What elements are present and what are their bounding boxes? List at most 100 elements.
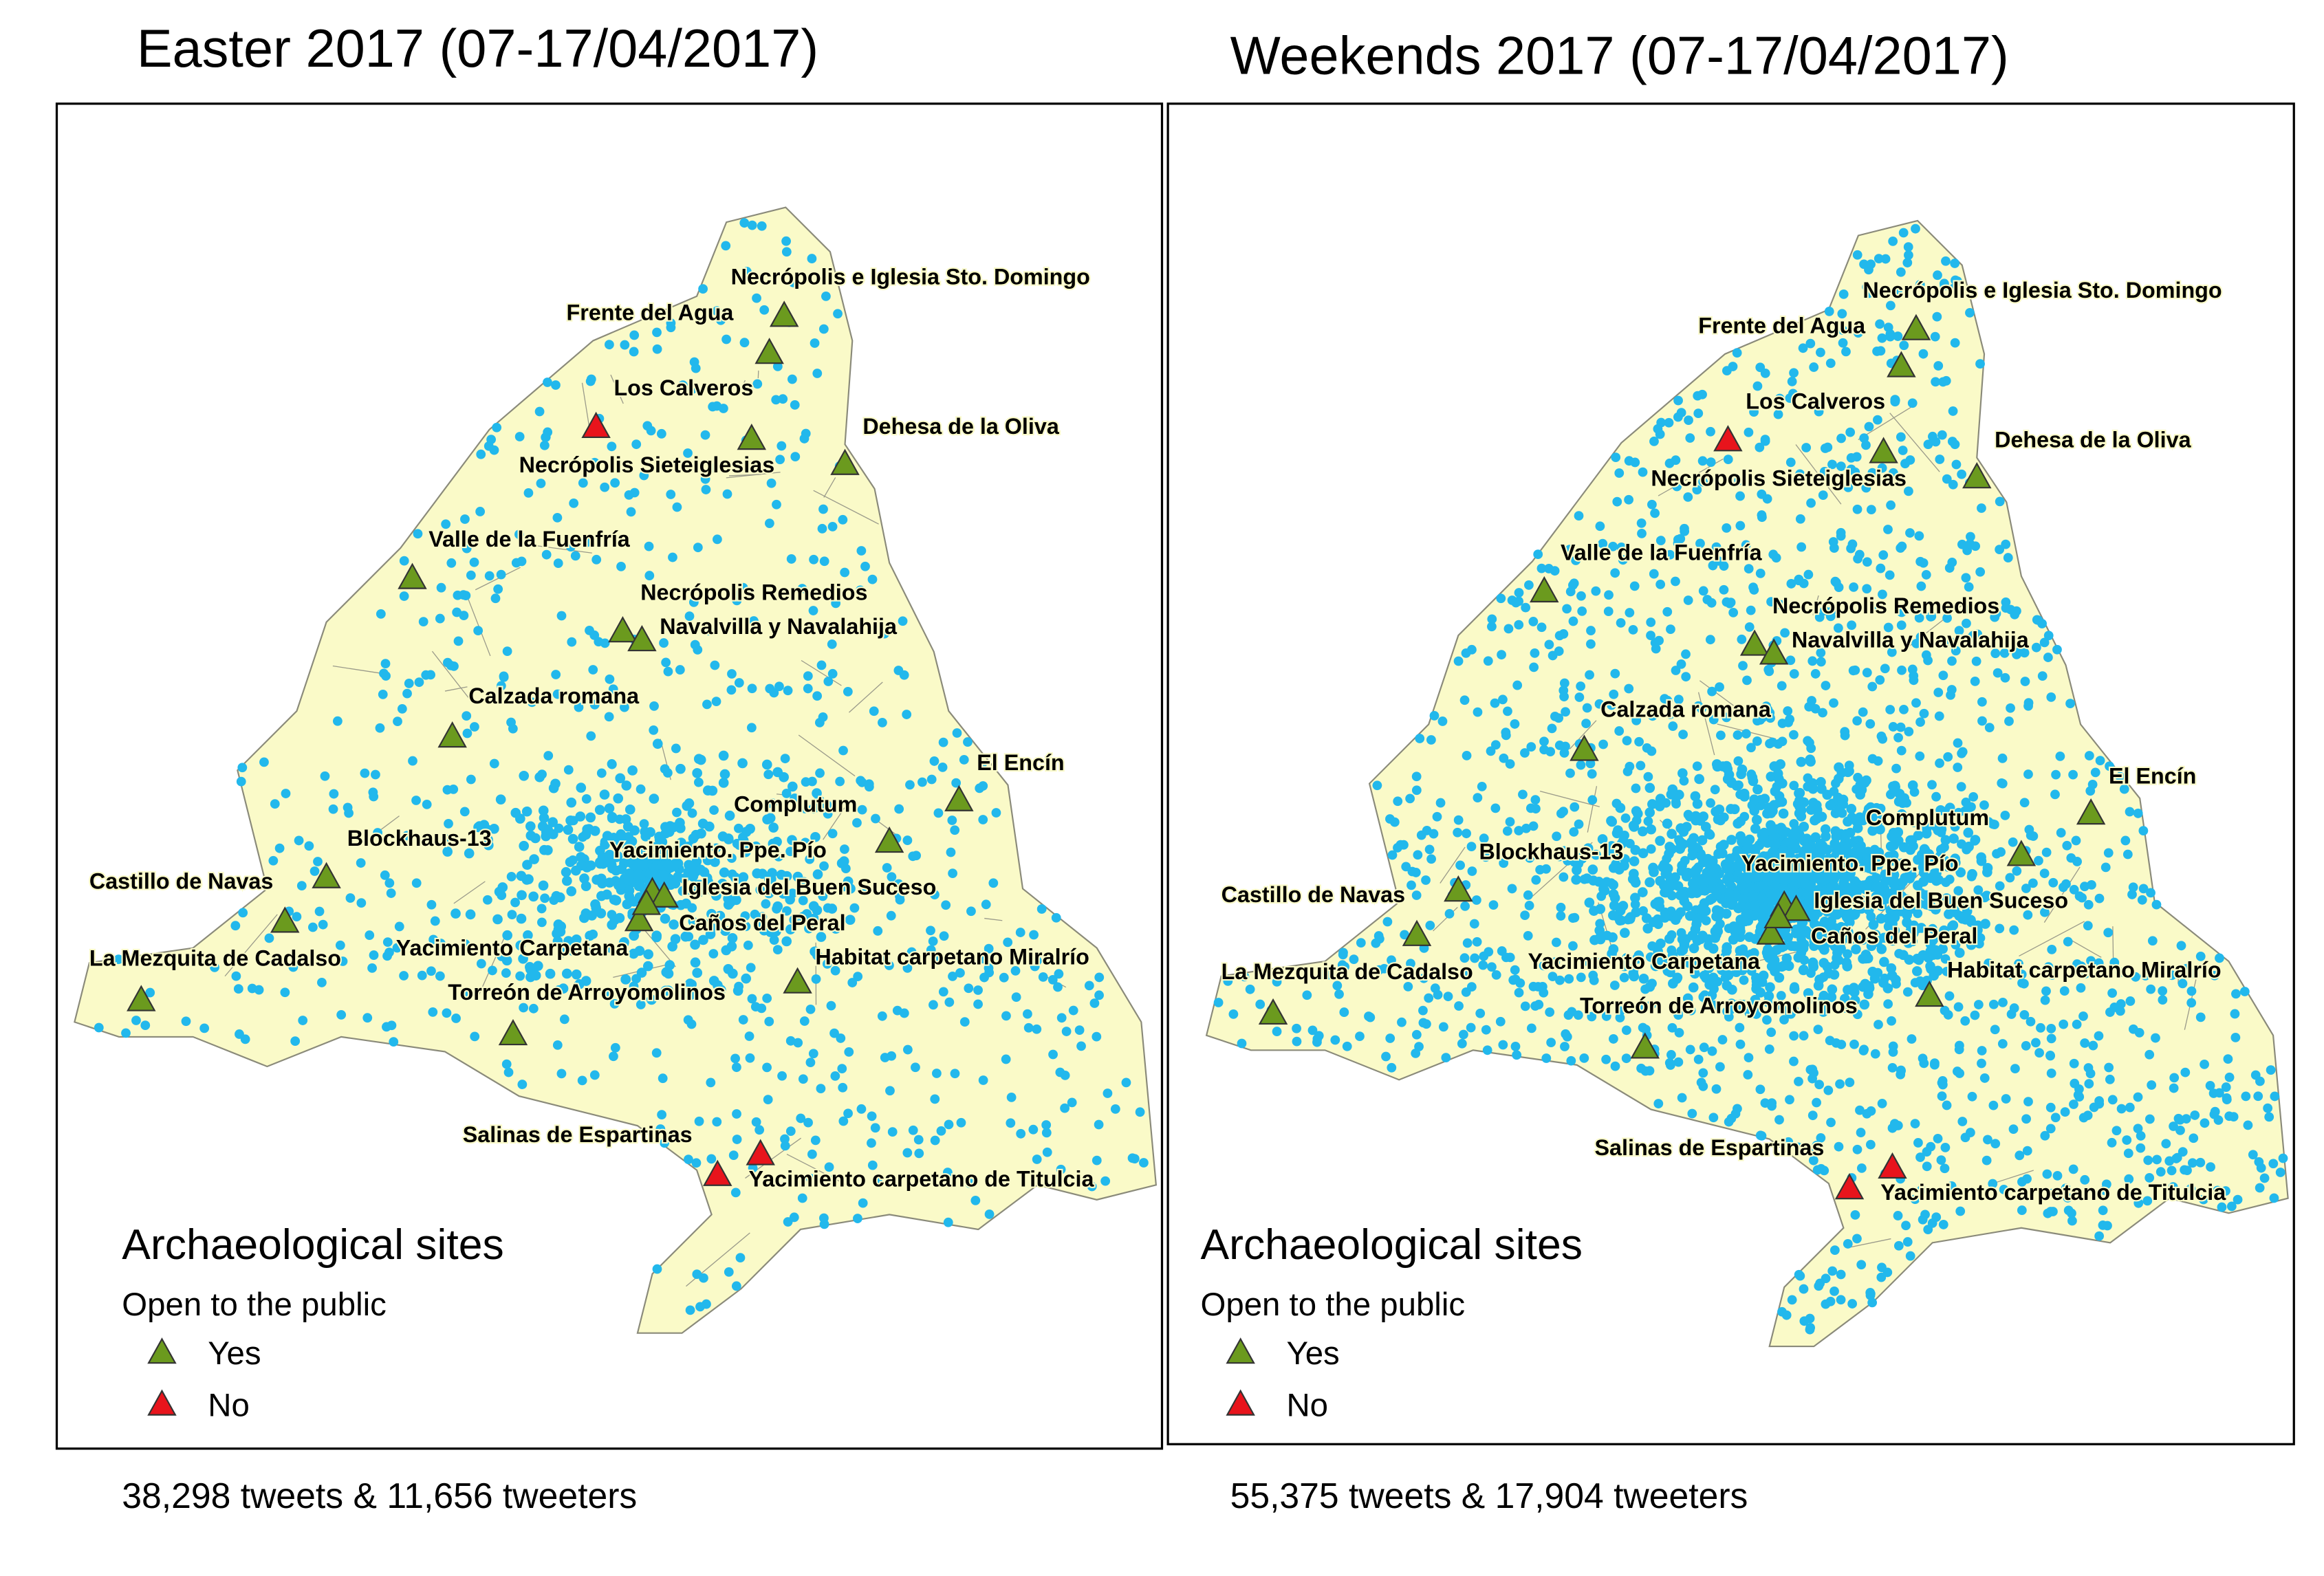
tweet-dot: [2205, 1081, 2215, 1091]
tweet-dot: [2161, 1139, 2171, 1149]
tweet-dot: [1655, 835, 1665, 846]
tweet-dot: [984, 963, 994, 973]
tweet-dot: [1854, 849, 1865, 860]
tweet-dot: [2133, 1124, 2143, 1134]
tweet-dot: [2037, 671, 2048, 681]
tweet-dot: [411, 878, 422, 888]
tweet-dot: [1975, 567, 1986, 577]
boundary: [453, 881, 486, 904]
tweet-dot: [1667, 950, 1678, 961]
tweet-dot: [1399, 840, 1409, 850]
tweet-dot: [1999, 1185, 2009, 1194]
tweet-dot: [661, 657, 671, 668]
tweet-dot: [2022, 1174, 2032, 1184]
tweet-dot: [1706, 893, 1717, 904]
tweet-dot: [508, 723, 518, 734]
tweet-dot: [2063, 937, 2073, 947]
tweet-dot: [1887, 970, 1898, 981]
tweet-dot: [1997, 753, 2008, 763]
tweet-dot: [1774, 791, 1785, 802]
tweet-dot: [1836, 1295, 1846, 1305]
tweet-dot: [1911, 638, 1922, 648]
tweet-dot: [1544, 564, 1554, 573]
tweet-dot: [1902, 1237, 1913, 1247]
tweet-dot: [771, 926, 781, 937]
tweet-dot: [1479, 951, 1489, 961]
tweet-dot: [803, 1117, 813, 1128]
legend-subtitle: Open to the public: [122, 1287, 387, 1323]
tweet-dot: [1601, 1054, 1611, 1064]
tweet-dot: [1698, 1068, 1708, 1078]
tweet-dot: [1649, 569, 1659, 579]
tweet-dot: [2275, 1168, 2285, 1177]
tweet-dot: [781, 236, 791, 246]
boundary: [610, 374, 624, 404]
tweet-dot: [1973, 629, 1983, 639]
tweet-dot: [762, 814, 772, 825]
tweet-dot: [684, 798, 695, 809]
tweet-dot: [699, 867, 710, 877]
tweet-dot: [1711, 542, 1722, 552]
tweet-dot: [2101, 1179, 2111, 1190]
tweet-dot: [908, 1125, 918, 1135]
tweet-dot: [1816, 648, 1826, 658]
tweet-dot: [2122, 1135, 2132, 1145]
tweet-dot: [1487, 614, 1497, 624]
tweet-dot: [580, 829, 591, 840]
tweet-dot: [727, 932, 738, 943]
tweet-dot: [1833, 623, 1843, 633]
tweet-dot: [1655, 794, 1666, 805]
tweet-dot: [1849, 1039, 1859, 1049]
tweet-dot: [1930, 331, 1940, 342]
site-marker: [1739, 629, 1770, 656]
tweet-dot: [384, 878, 395, 888]
tweet-dot: [1957, 748, 1967, 758]
tweet-dot: [430, 916, 440, 926]
tweet-dot: [1707, 686, 1717, 697]
tweet-dot: [1843, 949, 1852, 959]
tweet-dot: [1913, 830, 1924, 841]
tweet-dot: [1507, 884, 1517, 894]
tweet-dot: [1836, 1040, 1847, 1049]
tweet-dot: [792, 871, 803, 882]
tweet-dot: [1627, 874, 1638, 884]
tweet-dot: [906, 947, 917, 957]
tweet-dot: [1762, 494, 1772, 504]
tweet-dot: [1733, 730, 1743, 740]
tweet-dot: [1919, 708, 1929, 719]
tweet-dot: [1653, 956, 1664, 966]
tweet-dot: [1836, 1269, 1846, 1280]
tweet-dot: [1829, 543, 1839, 553]
tweet-dot: [671, 743, 681, 754]
tweet-dot: [2270, 1091, 2280, 1102]
tweet-dot: [1977, 716, 1987, 726]
tweet-dot: [2015, 1150, 2025, 1161]
tweet-dot: [805, 1058, 816, 1068]
tweet-dot: [1850, 665, 1860, 675]
tweet-dot: [2221, 1186, 2230, 1196]
tweet-dot: [751, 1117, 761, 1127]
tweet-dot: [681, 985, 691, 996]
tweet-dot: [1954, 626, 1964, 636]
tweet-dot: [1960, 1016, 1970, 1026]
tweet-dot: [948, 868, 957, 878]
tweet-dot: [1514, 620, 1524, 630]
tweet-dot: [514, 529, 524, 540]
tweet-dot: [652, 1264, 662, 1274]
tweet-dot: [663, 968, 674, 979]
tweet-dot: [1843, 482, 1854, 492]
tweet-dot: [2067, 1216, 2077, 1226]
tweet-dot: [1921, 899, 1932, 910]
tweet-dot: [775, 455, 785, 465]
tweet-dot: [1745, 857, 1756, 868]
tweet-dot: [2125, 807, 2135, 817]
tweet-dot: [1898, 446, 1908, 455]
tweet-dot: [1520, 748, 1530, 758]
tweet-dot: [2088, 1040, 2098, 1051]
tweet-dot: [1565, 587, 1576, 597]
tweet-dot: [2047, 944, 2057, 954]
tweet-dot: [978, 815, 988, 824]
tweet-dot: [461, 543, 472, 554]
tweet-dot: [644, 571, 655, 580]
tweet-dot: [629, 330, 640, 340]
